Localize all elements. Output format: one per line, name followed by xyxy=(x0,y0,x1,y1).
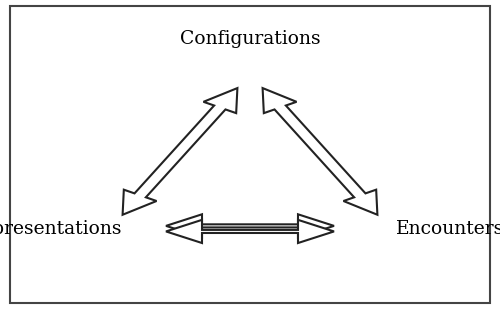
Polygon shape xyxy=(262,88,378,215)
Text: Configurations: Configurations xyxy=(180,30,320,48)
Text: Representations: Representations xyxy=(0,220,122,238)
Polygon shape xyxy=(122,88,238,215)
Polygon shape xyxy=(166,220,334,243)
Text: Encounters: Encounters xyxy=(396,220,500,238)
Polygon shape xyxy=(166,214,334,237)
